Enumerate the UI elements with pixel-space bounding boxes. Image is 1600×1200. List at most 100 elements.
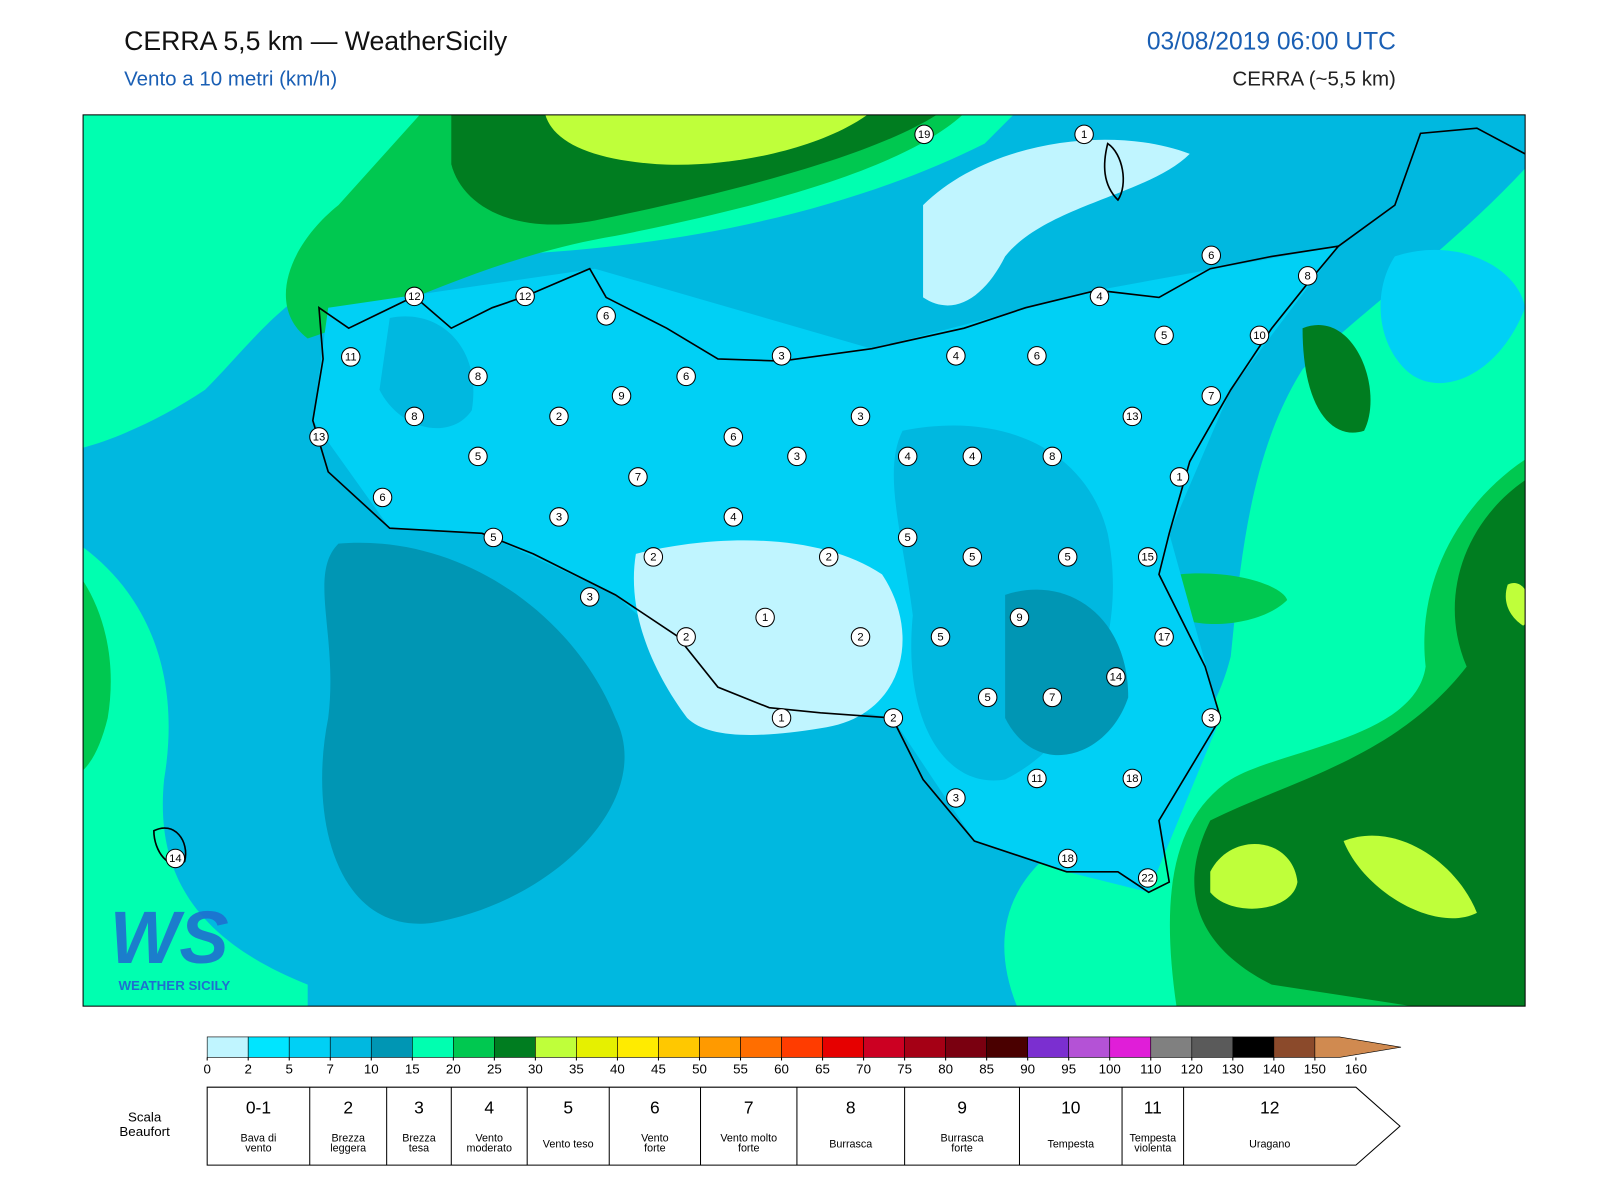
beaufort-label: vento [245,1143,271,1155]
station-marker [771,708,792,728]
station-value: 3 [794,451,800,463]
station-marker [372,487,393,508]
station-marker [946,788,966,808]
beaufort-force: 2 [343,1097,353,1117]
colorbar-tick-label: 30 [528,1061,543,1076]
station-marker [611,386,632,406]
station-marker [723,507,744,527]
station-marker [643,547,664,567]
station-marker [977,687,998,708]
station-marker [1057,848,1078,869]
station-marker [1169,467,1190,487]
station-value: 9 [618,390,624,402]
station-marker [404,286,425,307]
station-value: 1 [778,712,784,724]
station-marker [1249,325,1270,346]
station-marker [1027,346,1047,366]
colorbar-tick-label: 90 [1020,1061,1035,1076]
station-value: 2 [683,631,689,643]
colorbar-tick-label: 50 [692,1061,707,1076]
station-value: 5 [1065,551,1071,563]
station-marker [1154,627,1174,647]
station-value: 2 [826,551,832,563]
logo-mark: WS [110,896,229,979]
station-value: 11 [345,351,357,363]
station-value: 8 [475,371,481,383]
station-value: 5 [969,551,975,563]
station-value: 5 [985,692,991,704]
colorbar-tick-label: 60 [774,1061,789,1076]
station-marker [1154,325,1174,346]
station-value: 4 [730,511,736,523]
station-value: 2 [556,411,562,423]
station-marker [596,306,616,326]
station-marker [549,406,569,427]
beaufort-title: Beaufort [119,1124,170,1139]
station-value: 13 [313,431,326,443]
beaufort-label: Tempesta [1047,1138,1094,1150]
colorbar-tick-label: 110 [1140,1061,1161,1076]
station-value: 3 [953,792,959,804]
station-marker [818,547,839,567]
colorbar-swatch [945,1036,987,1058]
station-value: 5 [475,451,481,463]
beaufort-force: 4 [484,1097,494,1117]
station-value: 7 [635,471,641,483]
colorbar-swatch [370,1036,413,1058]
station-value: 3 [857,411,863,423]
station-value: 18 [1061,853,1074,865]
station-marker [515,286,535,307]
colorbar-arrow [1314,1036,1402,1058]
colorbar-tick-label: 5 [286,1061,293,1076]
station-marker [1137,547,1158,567]
station-value: 7 [1208,390,1214,402]
colorbar-tick-label: 75 [897,1061,912,1076]
colorbar-tick-label: 70 [856,1061,871,1076]
colorbar-tick-label: 80 [938,1061,953,1076]
station-marker [930,627,951,647]
station-value: 4 [969,451,975,463]
colorbar-swatch [781,1036,823,1058]
colorbar-tick-label: 45 [651,1061,666,1076]
beaufort-label: violenta [1134,1143,1171,1155]
colorbar-swatch [1109,1036,1152,1058]
station-value: 5 [490,532,496,544]
beaufort-label: Bava di [241,1132,277,1144]
station-value: 12 [408,291,421,303]
colorbar-swatch [740,1036,782,1058]
datetime: 03/08/2019 06:00 UTC [1147,29,1396,56]
colorbar-swatch [494,1036,536,1058]
beaufort-force: 11 [1144,1097,1162,1117]
station-marker [946,346,966,366]
station-marker [1074,124,1094,145]
beaufort-label: Vento teso [543,1138,594,1150]
station-value: 18 [1126,773,1139,785]
station-value: 15 [1141,551,1154,563]
beaufort-label: forte [738,1143,760,1155]
station-marker [1201,245,1222,266]
station-marker [1027,768,1047,789]
station-marker [883,708,904,728]
station-marker [787,446,807,467]
beaufort-label: Vento [641,1132,669,1144]
station-value: 1 [1081,129,1087,141]
station-marker [850,406,871,427]
map-frame [82,114,1526,1007]
colorbar-tick-label: 140 [1263,1061,1285,1076]
station-marker [468,446,488,467]
station-value: 1 [762,612,768,624]
colorbar-swatch [1191,1036,1234,1058]
beaufort-force: 12 [1260,1097,1279,1117]
station-marker [962,547,983,567]
station-marker [1106,667,1126,687]
logo-name: WEATHER SICILY [118,978,230,993]
station-value: 6 [603,310,609,322]
beaufort-force: 6 [650,1097,660,1117]
colorbar-tick-label: 20 [446,1061,461,1076]
colorbar-tick-label: 130 [1222,1061,1244,1076]
beaufort-label: Vento molto [720,1132,777,1144]
colorbar-swatch [206,1036,249,1058]
colorbar-tick-label: 85 [979,1061,994,1076]
